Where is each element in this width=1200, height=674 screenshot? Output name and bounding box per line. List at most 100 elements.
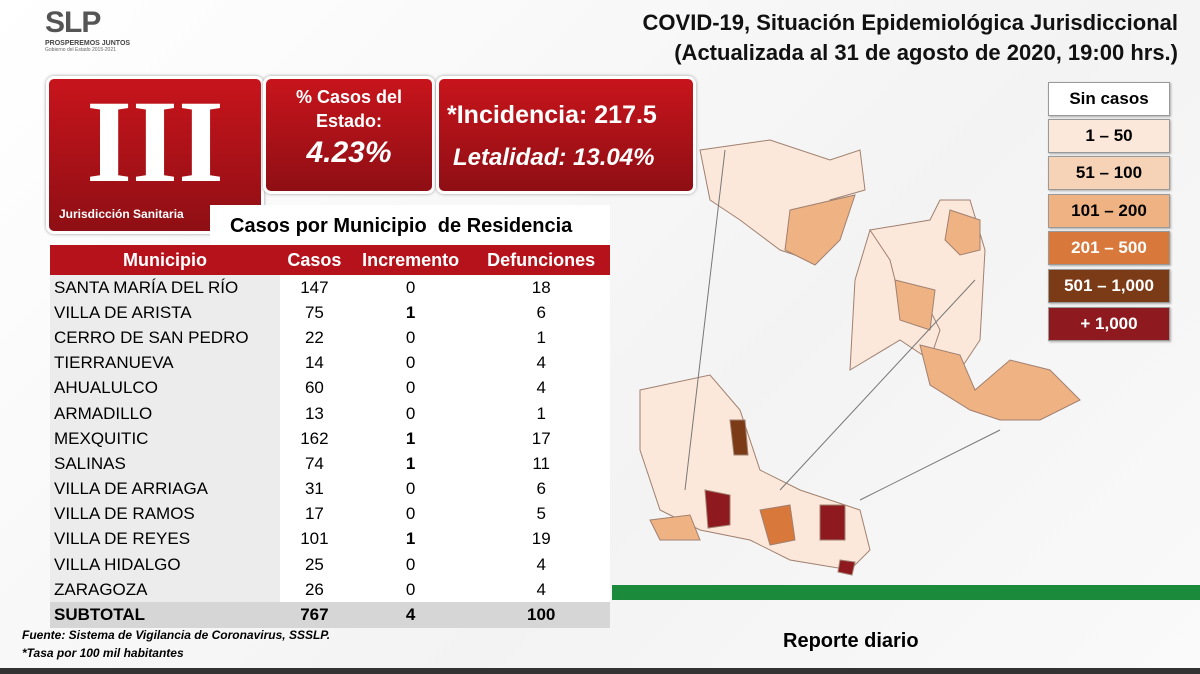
cell-number: 0 bbox=[348, 577, 473, 603]
cell-number: 60 bbox=[280, 375, 349, 401]
cell-number: 1 bbox=[472, 400, 610, 427]
cell-number: 1 bbox=[348, 426, 473, 452]
cell-number: 1 bbox=[348, 526, 473, 553]
table-row: VILLA HIDALGO 25 0 4 bbox=[50, 552, 610, 578]
connector bbox=[779, 279, 976, 491]
footer-label: Reporte diario bbox=[783, 630, 919, 652]
cell-number: 31 bbox=[280, 476, 349, 502]
footnote: *Tasa por 100 mil habitantes bbox=[22, 646, 184, 660]
cell-number: 100 bbox=[472, 602, 610, 628]
lethality: Letalidad: 13.04% bbox=[453, 144, 655, 171]
state-share-value: 4.23% bbox=[306, 136, 392, 169]
cell-number: 6 bbox=[472, 476, 610, 502]
legend-item: 51 – 100 bbox=[1048, 156, 1170, 190]
legend-item: 1 – 50 bbox=[1048, 119, 1170, 153]
jurisdiction-label: Jurisdicción Sanitaria bbox=[59, 207, 184, 221]
cell-number: 1 bbox=[472, 325, 610, 351]
map-shapes bbox=[639, 139, 1081, 576]
table-row: SALINAS 74 1 11 bbox=[50, 451, 610, 477]
table-row: CERRO DE SAN PEDRO 22 0 1 bbox=[50, 325, 610, 351]
cell-number: 101 bbox=[280, 526, 349, 553]
cell-number: 0 bbox=[348, 552, 473, 578]
cell-name: ZARAGOZA bbox=[50, 577, 280, 603]
cell-number: 17 bbox=[472, 426, 610, 452]
table-row: VILLA DE ARRIAGA 31 0 6 bbox=[50, 476, 610, 502]
cell-number: 17 bbox=[280, 501, 349, 527]
cell-number: 75 bbox=[280, 300, 349, 326]
cell-number: 4 bbox=[472, 552, 610, 578]
table-row: ZARAGOZA 26 0 4 bbox=[50, 577, 610, 603]
table-title: Casos por Municipio de Residencia bbox=[230, 215, 573, 237]
logo-tagline: PROSPEREMOS JUNTOS bbox=[45, 40, 131, 47]
cell-number: 4 bbox=[472, 350, 610, 376]
map-connectors bbox=[684, 149, 1001, 501]
legend-item: 501 – 1,000 bbox=[1048, 269, 1170, 303]
table-row: TIERRANUEVA 14 0 4 bbox=[50, 350, 610, 376]
cell-number: 4 bbox=[348, 602, 473, 628]
cell-number: 1 bbox=[348, 451, 473, 477]
cell-name: ARMADILLO bbox=[50, 400, 280, 427]
cell-name: SANTA MARÍA DEL RÍO bbox=[50, 275, 280, 301]
bottom-bar bbox=[0, 668, 1200, 674]
incidence: *Incidencia: 217.5 bbox=[447, 101, 657, 129]
state-share-label: % Casos del bbox=[295, 87, 403, 107]
cell-number: 22 bbox=[280, 325, 349, 351]
map-region bbox=[729, 419, 749, 456]
cell-name: SALINAS bbox=[50, 451, 280, 477]
legend-item: 201 – 500 bbox=[1048, 231, 1170, 265]
cell-number: 147 bbox=[280, 275, 349, 301]
table-body: SANTA MARÍA DEL RÍO 147 0 18 VILLA DE ARISTA… bbox=[50, 275, 610, 628]
cell-number: 4 bbox=[472, 375, 610, 401]
table: Municipio Casos Incremento Defunciones SANT… bbox=[50, 245, 610, 628]
table-row: AHUALULCO 60 0 4 bbox=[50, 375, 610, 401]
cell-name: MEXQUITIC bbox=[50, 426, 280, 452]
cell-name: VILLA DE RAMOS bbox=[50, 501, 280, 527]
connector bbox=[859, 429, 1001, 501]
cell-number: 162 bbox=[280, 426, 349, 452]
map-region bbox=[784, 194, 856, 266]
cell-number: 74 bbox=[280, 451, 349, 477]
cell-number: 4 bbox=[472, 577, 610, 603]
state-share-box: % Casos del Estado: 4.23% bbox=[263, 76, 435, 194]
map-region bbox=[759, 504, 796, 546]
table-row: VILLA DE REYES 101 1 19 bbox=[50, 526, 610, 553]
map-region bbox=[819, 504, 846, 541]
column-header: Municipio bbox=[50, 245, 280, 275]
cell-name: VILLA DE ARISTA bbox=[50, 300, 280, 326]
jurisdiction-box: III Jurisdicción Sanitaria bbox=[46, 76, 264, 234]
legend-item: Sin casos bbox=[1048, 82, 1170, 116]
logo-subline: Gobierno del Estado 2015-2021 bbox=[45, 47, 116, 53]
map bbox=[639, 139, 1081, 576]
map-region bbox=[919, 344, 1081, 421]
jurisdiction-number: III bbox=[86, 76, 224, 207]
table-row: MEXQUITIC 162 1 17 bbox=[50, 426, 610, 452]
cell-number: 5 bbox=[472, 501, 610, 527]
table-row: VILLA DE ARISTA 75 1 6 bbox=[50, 300, 610, 326]
total-row: SUBTOTAL 767 4 100 bbox=[50, 602, 610, 628]
map-region bbox=[837, 559, 856, 576]
cell-number: 1 bbox=[348, 300, 473, 326]
table-row: ARMADILLO 13 0 1 bbox=[50, 400, 610, 427]
cell-number: 19 bbox=[472, 526, 610, 553]
logo-mark: SLP bbox=[45, 6, 101, 39]
green-bar bbox=[612, 585, 1200, 600]
cell-number: 26 bbox=[280, 577, 349, 603]
legend-item: + 1,000 bbox=[1048, 307, 1170, 341]
connector bbox=[684, 149, 726, 491]
table-header: Municipio Casos Incremento Defunciones bbox=[50, 245, 610, 275]
rates-box: *Incidencia: 217.5 Letalidad: 13.04% bbox=[436, 76, 696, 194]
title: COVID-19, Situación Epidemiológica Juris… bbox=[642, 10, 1178, 35]
cell-name: AHUALULCO bbox=[50, 375, 280, 401]
cell-name: VILLA DE ARRIAGA bbox=[50, 476, 280, 502]
logo: SLP PROSPEREMOS JUNTOS Gobierno del Esta… bbox=[45, 6, 145, 53]
legend-item: 101 – 200 bbox=[1048, 194, 1170, 228]
cell-name: CERRO DE SAN PEDRO bbox=[50, 325, 280, 351]
cell-number: 0 bbox=[348, 275, 473, 301]
cell-name: VILLA DE REYES bbox=[50, 526, 280, 553]
cell-number: 0 bbox=[348, 350, 473, 376]
cell-number: 25 bbox=[280, 552, 349, 578]
subtitle: (Actualizada al 31 de agosto de 2020, 19… bbox=[674, 40, 1178, 65]
map-region bbox=[944, 209, 981, 256]
cell-number: 14 bbox=[280, 350, 349, 376]
